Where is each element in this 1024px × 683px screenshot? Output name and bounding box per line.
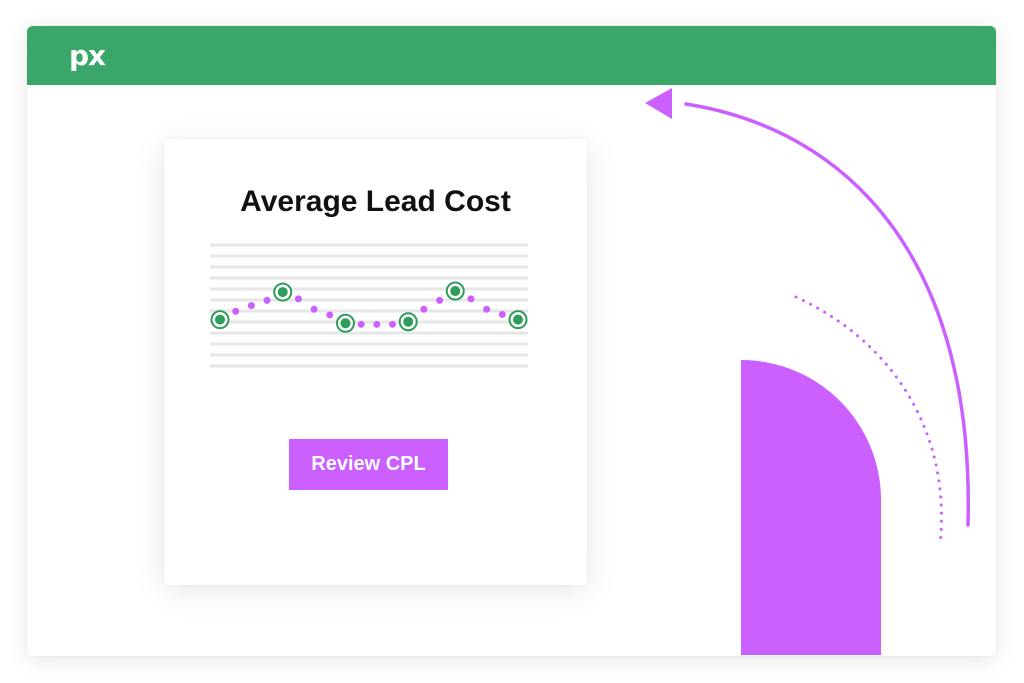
data-point [513,314,523,325]
line-dot [247,302,255,310]
card-title: Average Lead Cost [240,185,511,218]
header-bar: px [27,26,996,85]
line-dot [373,320,381,328]
data-point [340,318,351,329]
line-dot [389,320,397,328]
dotted-arc-path [794,295,943,547]
line-dot [436,296,444,304]
line-dot [420,305,428,313]
line-dot [310,305,318,313]
line-dot [498,310,506,318]
review-cpl-button[interactable]: Review CPL [289,439,448,490]
line-dot [263,296,271,304]
line-dot [357,320,365,328]
px-logo: px [69,39,106,72]
line-dot [467,295,475,303]
line-dot [483,305,491,313]
lead-cost-chart [210,243,528,368]
line-dot [294,295,302,303]
data-point [215,314,225,325]
data-point [403,316,414,327]
data-point [277,287,288,298]
app-window: px Average Lead Cost Review CPL [27,26,996,656]
purple-dome-shape [741,360,881,655]
line-dot [326,311,334,319]
curved-arrow-path [684,102,970,527]
lead-cost-card: Average Lead Cost Review CPL [164,139,587,585]
line-dot [232,307,240,315]
data-point [450,286,461,297]
arrowhead-icon [645,88,672,119]
